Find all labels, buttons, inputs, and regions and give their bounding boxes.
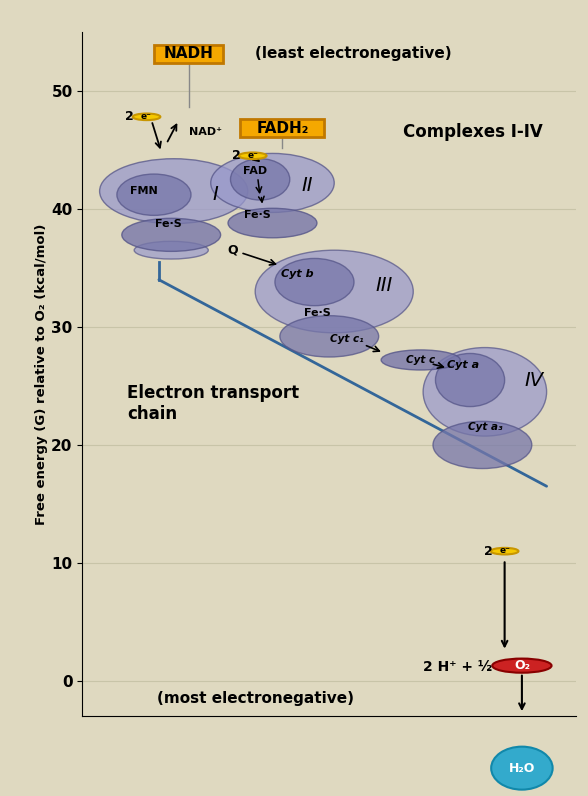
Text: H₂O: H₂O [509,762,535,775]
Text: NAD⁺: NAD⁺ [189,127,222,137]
Text: Q: Q [228,244,238,256]
Text: Cyt a: Cyt a [446,360,479,369]
Text: 2 H⁺ + ½: 2 H⁺ + ½ [423,660,492,674]
Y-axis label: Free energy (G) relative to O₂ (kcal/mol): Free energy (G) relative to O₂ (kcal/mol… [35,224,48,525]
Text: Fe·S: Fe·S [244,210,271,220]
Text: Fe·S: Fe·S [303,308,330,318]
Ellipse shape [211,154,334,213]
Text: 2: 2 [483,544,492,558]
Ellipse shape [381,350,460,370]
Ellipse shape [491,747,553,790]
Text: FAD: FAD [243,166,268,176]
Text: Cyt a₃: Cyt a₃ [467,422,502,432]
Circle shape [239,153,266,159]
Text: FADH₂: FADH₂ [256,120,309,135]
Text: NADH: NADH [163,46,213,61]
Text: (least electronegative): (least electronegative) [255,45,452,60]
Text: Cyt c₁: Cyt c₁ [330,334,363,344]
Ellipse shape [230,158,290,200]
Text: O₂: O₂ [514,659,530,672]
Ellipse shape [117,174,191,216]
Text: (most electronegative): (most electronegative) [156,691,354,706]
Ellipse shape [280,316,379,357]
Text: FMN: FMN [130,186,158,196]
Text: IV: IV [524,370,544,389]
Text: I: I [213,185,219,205]
Ellipse shape [228,209,317,238]
Ellipse shape [436,353,505,407]
Text: 2: 2 [232,150,240,162]
Ellipse shape [99,158,248,224]
Ellipse shape [275,259,354,306]
Text: III: III [375,276,392,295]
Ellipse shape [423,348,547,436]
Ellipse shape [134,241,208,259]
Text: Cyt b: Cyt b [281,269,313,279]
Text: Complexes I-IV: Complexes I-IV [403,123,542,141]
Circle shape [133,114,161,120]
Text: Cyt c: Cyt c [406,355,435,365]
Text: 2: 2 [125,111,134,123]
Text: e⁻: e⁻ [141,112,152,121]
Text: II: II [301,176,313,195]
FancyBboxPatch shape [154,45,223,63]
Circle shape [491,548,519,555]
FancyBboxPatch shape [240,119,325,137]
Ellipse shape [255,250,413,333]
Ellipse shape [433,421,532,469]
Text: e⁻: e⁻ [499,546,510,556]
Text: e⁻: e⁻ [248,151,258,160]
Text: Fe·S: Fe·S [155,219,182,229]
Text: Electron transport
chain: Electron transport chain [127,384,299,423]
Ellipse shape [122,218,220,252]
Circle shape [492,658,552,673]
